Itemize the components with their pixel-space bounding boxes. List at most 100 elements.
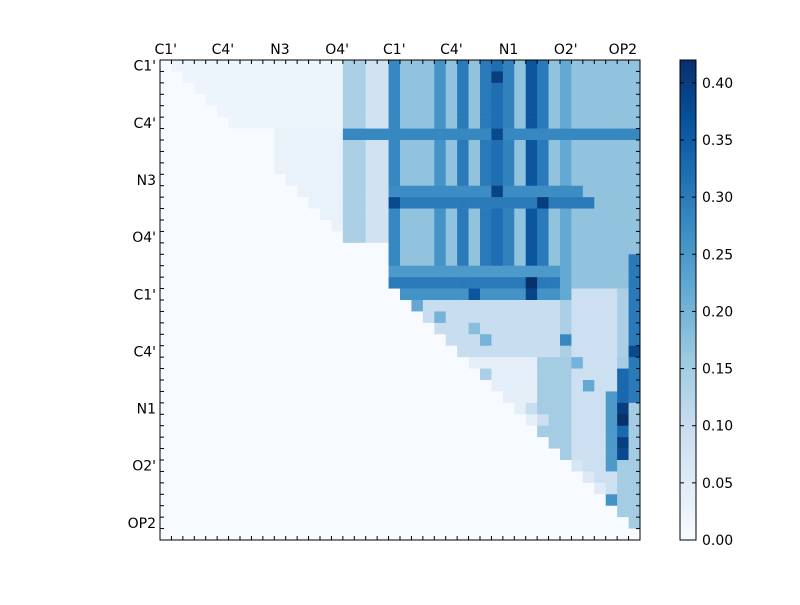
heatmap-cell xyxy=(354,94,367,107)
heatmap-cell xyxy=(548,197,561,209)
heatmap-cell xyxy=(468,528,481,541)
heatmap-cell xyxy=(480,357,492,369)
heatmap-cell xyxy=(274,517,287,529)
heatmap-cell xyxy=(228,288,241,301)
heatmap-cell xyxy=(537,162,549,175)
heatmap-cell xyxy=(388,185,401,198)
heatmap-cell xyxy=(422,128,435,141)
heatmap-cell xyxy=(205,128,218,141)
heatmap-cell xyxy=(251,128,264,141)
heatmap-cell xyxy=(320,265,332,278)
heatmap-cell xyxy=(160,528,172,541)
heatmap-cell xyxy=(262,368,275,381)
heatmap-cell xyxy=(388,288,401,301)
heatmap-cell xyxy=(514,185,527,198)
heatmap-cell xyxy=(308,517,321,529)
heatmap-cell xyxy=(388,277,401,289)
heatmap-cell xyxy=(548,105,561,118)
heatmap-cell xyxy=(240,94,252,107)
heatmap-cell xyxy=(285,300,298,312)
heatmap-cell xyxy=(194,414,207,427)
heatmap-cell xyxy=(445,517,458,529)
heatmap-cell xyxy=(514,334,527,347)
heatmap-cell xyxy=(251,71,264,84)
heatmap-cell xyxy=(274,117,287,129)
heatmap-cell xyxy=(228,414,241,427)
heatmap-cell xyxy=(434,82,447,95)
heatmap-cell xyxy=(240,414,252,427)
heatmap-cell xyxy=(605,60,618,72)
heatmap-cell xyxy=(480,265,492,278)
heatmap-cell xyxy=(548,277,561,289)
heatmap-cell xyxy=(342,414,355,427)
heatmap-cell xyxy=(354,71,367,84)
heatmap-cell xyxy=(502,265,515,278)
heatmap-cells xyxy=(160,60,641,541)
heatmap-cell xyxy=(537,448,549,461)
heatmap-cell xyxy=(388,437,401,449)
heatmap-cell xyxy=(514,265,527,278)
heatmap-cell xyxy=(422,528,435,541)
heatmap-cell xyxy=(274,437,287,449)
heatmap-cell xyxy=(297,482,309,495)
heatmap-cell xyxy=(537,185,549,198)
heatmap-cell xyxy=(628,345,641,358)
heatmap-cell xyxy=(537,482,549,495)
heatmap-cell xyxy=(480,220,492,232)
heatmap-cell xyxy=(171,162,184,175)
heatmap-cell xyxy=(365,231,378,244)
heatmap-cell xyxy=(205,208,218,221)
heatmap-cell xyxy=(377,414,389,427)
heatmap-cell xyxy=(365,311,378,324)
heatmap-cell xyxy=(285,437,298,449)
heatmap-cell xyxy=(308,402,321,415)
heatmap-cell xyxy=(388,425,401,438)
heatmap-cell xyxy=(217,277,229,289)
heatmap-cell xyxy=(160,345,172,358)
heatmap-cell xyxy=(582,60,595,72)
heatmap-cell xyxy=(342,140,355,152)
heatmap-cell xyxy=(217,94,229,107)
heatmap-cell xyxy=(388,402,401,415)
heatmap-cell xyxy=(331,345,344,358)
heatmap-cell xyxy=(560,288,572,301)
heatmap-cell xyxy=(342,254,355,267)
heatmap-cell xyxy=(480,414,492,427)
heatmap-cell xyxy=(560,334,572,347)
heatmap-cell xyxy=(297,322,309,335)
heatmap-cell xyxy=(308,162,321,175)
heatmap-cell xyxy=(160,162,172,175)
heatmap-cell xyxy=(560,162,572,175)
heatmap-cell xyxy=(445,482,458,495)
heatmap-cell xyxy=(308,368,321,381)
heatmap-cell xyxy=(308,220,321,232)
heatmap-cell xyxy=(502,208,515,221)
heatmap-cell xyxy=(411,265,424,278)
heatmap-cell xyxy=(468,197,481,209)
heatmap-cell xyxy=(354,311,367,324)
heatmap-cell xyxy=(377,60,389,72)
heatmap-cell xyxy=(434,117,447,129)
heatmap-cell xyxy=(217,425,229,438)
heatmap-cell xyxy=(194,391,207,404)
heatmap-cell xyxy=(571,357,584,369)
heatmap-cell xyxy=(354,494,367,507)
heatmap-cell xyxy=(240,277,252,289)
heatmap-cell xyxy=(285,391,298,404)
heatmap-cell xyxy=(422,322,435,335)
heatmap-cell xyxy=(308,82,321,95)
heatmap-cell xyxy=(400,265,412,278)
heatmap-cell xyxy=(320,208,332,221)
heatmap-cell xyxy=(605,242,618,255)
heatmap-cell xyxy=(262,277,275,289)
heatmap-cell xyxy=(548,220,561,232)
heatmap-cell xyxy=(502,322,515,335)
heatmap-cell xyxy=(160,197,172,209)
x-tick-labels: C1' C4' N3 O4' C1' C4' N1 O2' OP2 xyxy=(154,42,637,58)
heatmap-cell xyxy=(274,242,287,255)
heatmap-cell xyxy=(228,208,241,221)
heatmap-cell xyxy=(628,208,641,221)
heatmap-cell xyxy=(617,425,629,438)
heatmap-cell xyxy=(354,345,367,358)
heatmap-cell xyxy=(365,460,378,472)
